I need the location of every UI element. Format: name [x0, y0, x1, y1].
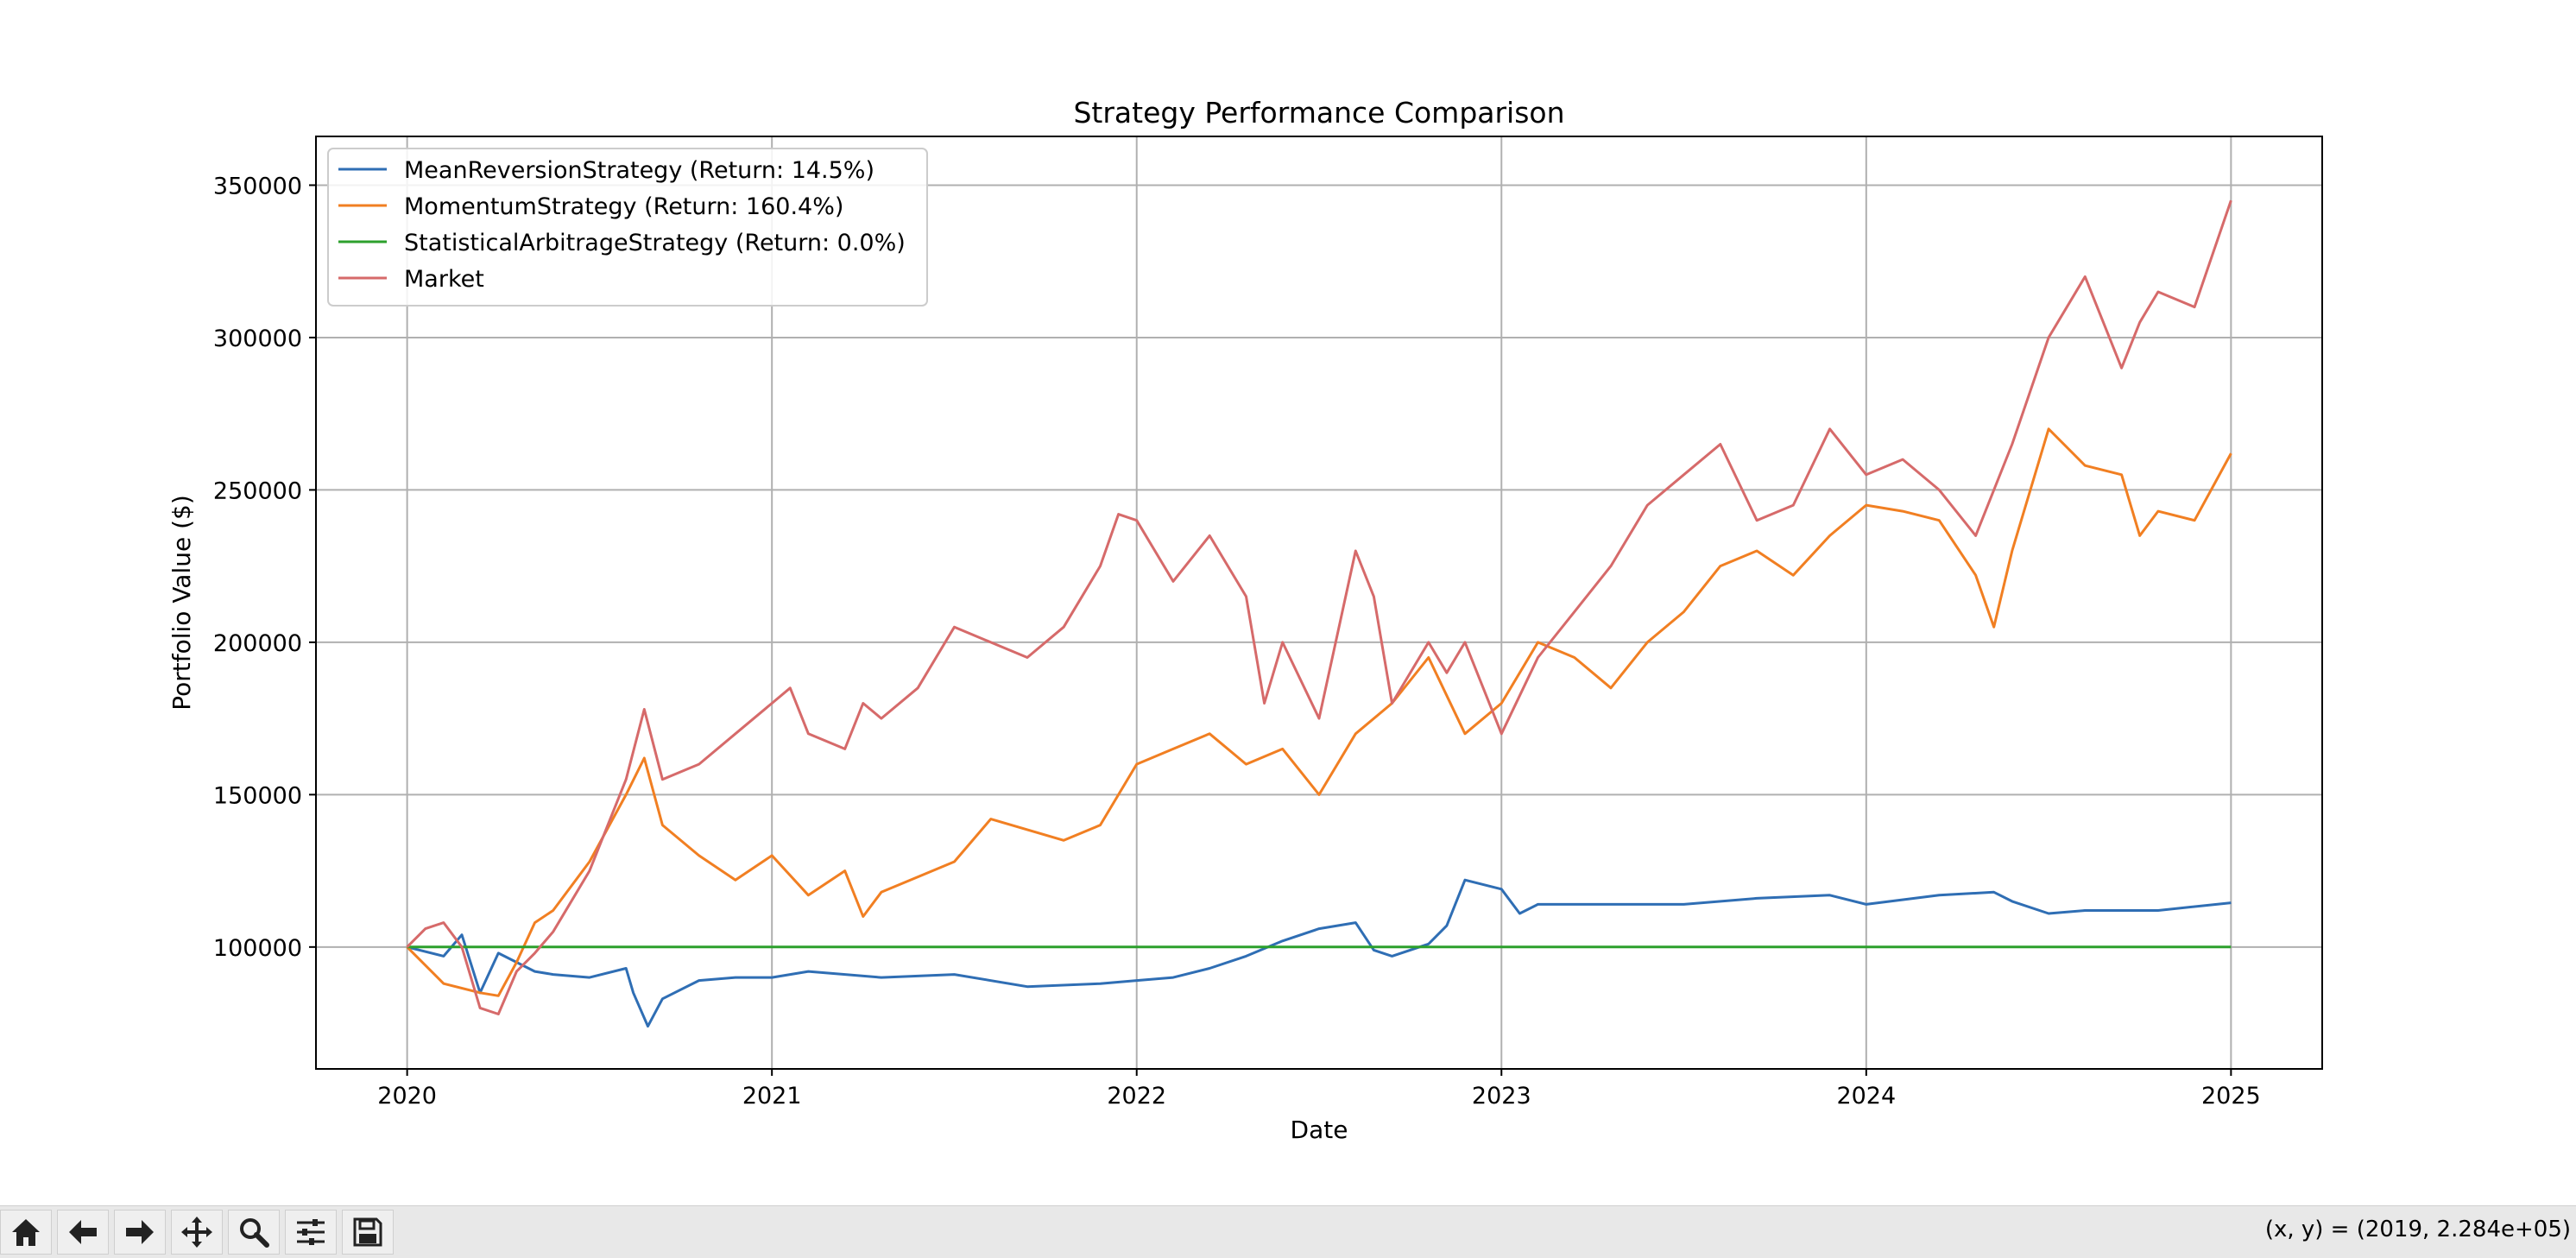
x-tick-label: 2025	[2201, 1083, 2261, 1109]
series-line-3	[406, 199, 2232, 1015]
forward-arrow-icon	[126, 1220, 154, 1244]
home-button[interactable]	[0, 1210, 52, 1255]
x-tick-label: 2023	[1472, 1083, 1531, 1109]
configure-subplots-button[interactable]	[285, 1210, 337, 1255]
x-tick-label: 2020	[377, 1083, 437, 1109]
x-tick-label: 2022	[1107, 1083, 1166, 1109]
pan-button[interactable]	[171, 1210, 223, 1255]
back-arrow-icon	[69, 1220, 97, 1244]
series-line-0	[407, 878, 2232, 1028]
legend: MeanReversionStrategy (Return: 14.5%) Mom…	[327, 148, 928, 307]
navigation-toolbar: (x, y) = (2019, 2.284e+05)	[0, 1205, 2576, 1258]
x-tick-label: 2021	[742, 1083, 802, 1109]
y-tick-label: 100000	[213, 935, 302, 962]
legend-box	[327, 148, 928, 307]
x-tick-label: 2024	[1836, 1083, 1896, 1109]
plot-frame	[315, 136, 2323, 1070]
y-ticks: 100000 150000 200000 250000 300000 350000	[213, 173, 316, 962]
legend-label: StatisticalArbitrageStrategy (Return: 0.…	[404, 230, 906, 256]
save-button[interactable]	[342, 1210, 394, 1255]
legend-label: MomentumStrategy (Return: 160.4%)	[404, 193, 843, 220]
figure-canvas: 2020 2021 2022 2023 2024 2025 100000 150000 200…	[167, 96, 2323, 1144]
save-disk-icon	[353, 1217, 382, 1247]
home-icon	[12, 1219, 40, 1246]
legend-label: Market	[404, 266, 484, 293]
pan-move-icon	[181, 1217, 212, 1248]
configure-subplots-icon	[297, 1219, 325, 1245]
y-tick-label: 350000	[213, 173, 302, 199]
back-button[interactable]	[57, 1210, 109, 1255]
y-tick-label: 200000	[213, 630, 302, 657]
legend-label: MeanReversionStrategy (Return: 14.5%)	[404, 157, 874, 184]
cursor-coordinates: (x, y) = (2019, 2.284e+05)	[2264, 1217, 2571, 1242]
zoom-magnifier-icon	[240, 1218, 269, 1248]
y-axis-label: Portfolio Value ($)	[167, 495, 196, 711]
x-ticks: 2020 2021 2022 2023 2024 2025	[377, 1069, 2261, 1109]
chart: 2020 2021 2022 2023 2024 2025 100000 150000 200…	[167, 96, 2323, 1144]
zoom-button[interactable]	[228, 1210, 280, 1255]
forward-button[interactable]	[114, 1210, 166, 1255]
series-layer	[406, 199, 2232, 1028]
y-tick-label: 300000	[213, 326, 302, 352]
x-axis-label: Date	[1291, 1116, 1348, 1144]
chart-title: Strategy Performance Comparison	[1073, 96, 1564, 130]
series-line-1	[406, 427, 2232, 997]
y-tick-label: 150000	[213, 782, 302, 809]
y-tick-label: 250000	[213, 477, 302, 504]
